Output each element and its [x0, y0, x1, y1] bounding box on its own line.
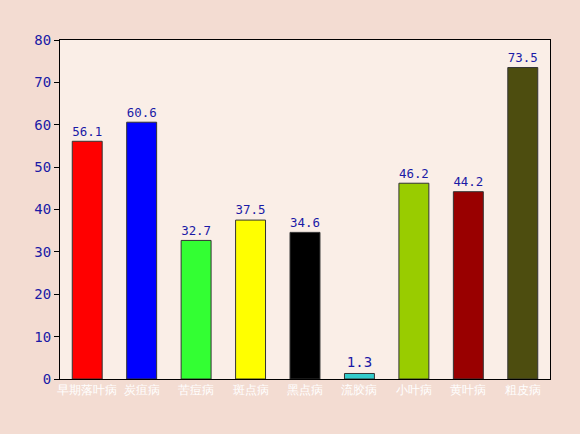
svg-text:34.6: 34.6 — [290, 215, 320, 230]
svg-text:30: 30 — [34, 244, 51, 260]
svg-text:黑点病: 黑点病 — [287, 383, 323, 397]
svg-text:73.5: 73.5 — [508, 50, 538, 65]
svg-text:40: 40 — [34, 201, 51, 217]
svg-text:32.7: 32.7 — [181, 223, 211, 238]
svg-text:37.5: 37.5 — [236, 202, 266, 217]
svg-text:粗皮病: 粗皮病 — [505, 383, 541, 397]
svg-text:流胶病: 流胶病 — [341, 383, 377, 397]
svg-text:黄叶病: 黄叶病 — [450, 383, 486, 397]
svg-text:苦痘病: 苦痘病 — [178, 383, 214, 397]
svg-text:0: 0 — [43, 371, 51, 387]
svg-text:80: 80 — [34, 32, 51, 48]
svg-text:60.6: 60.6 — [127, 105, 157, 120]
svg-text:60: 60 — [34, 117, 51, 133]
svg-text:56.1: 56.1 — [72, 124, 102, 139]
svg-text:斑点病: 斑点病 — [233, 383, 269, 397]
svg-text:70: 70 — [34, 74, 51, 90]
svg-text:炭疽病: 炭疽病 — [124, 383, 160, 397]
svg-text:10: 10 — [34, 329, 51, 345]
svg-text:44.2: 44.2 — [453, 174, 483, 189]
svg-text:小叶病: 小叶病 — [396, 383, 432, 397]
svg-text:早期落叶病: 早期落叶病 — [57, 383, 117, 397]
svg-text:50: 50 — [34, 159, 51, 175]
svg-text:1.3: 1.3 — [347, 354, 372, 370]
svg-text:20: 20 — [34, 286, 51, 302]
svg-text:46.2: 46.2 — [399, 166, 429, 181]
